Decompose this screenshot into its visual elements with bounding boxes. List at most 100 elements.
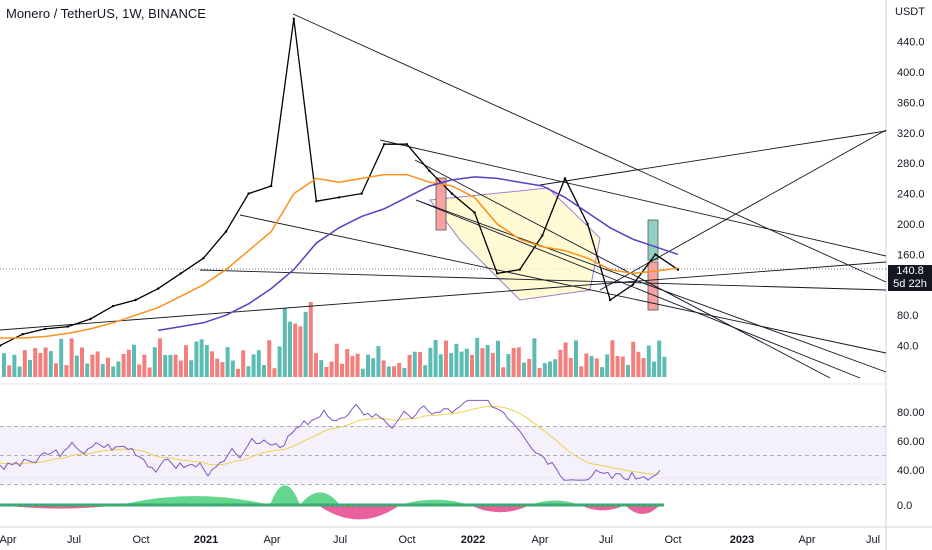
volume-bar <box>485 345 490 377</box>
volume-bar <box>407 354 412 377</box>
oscillator-dot <box>338 503 342 507</box>
volume-bar <box>490 352 495 377</box>
price-point <box>676 268 680 271</box>
volume-bar <box>95 351 100 377</box>
oscillator-dot <box>634 503 639 507</box>
volume-bar <box>381 360 386 377</box>
series-line <box>158 176 679 332</box>
price-point <box>654 253 657 256</box>
volume-bar <box>532 338 537 377</box>
volume-bar <box>423 365 428 377</box>
volume-bar <box>324 366 329 377</box>
time-tick-label: Oct <box>664 534 681 546</box>
volume-bar <box>345 349 350 377</box>
time-tick-label: Jul <box>333 534 347 546</box>
oscillator-dot <box>411 503 415 507</box>
oscillator-dot <box>21 503 25 507</box>
oscillator-dot <box>541 503 545 507</box>
oscillator-dot <box>198 503 202 507</box>
volume-bar <box>579 366 584 377</box>
oscillator-dot <box>281 503 285 507</box>
range-box-down <box>647 261 659 311</box>
oscillator-dot <box>442 503 446 507</box>
price-lines <box>0 17 680 347</box>
time-tick-label: 2021 <box>194 534 218 546</box>
oscillator-dot <box>629 503 633 507</box>
price-point <box>450 192 454 195</box>
volume-bar <box>402 368 407 377</box>
volume-bar <box>615 356 620 377</box>
oscillator-dot <box>120 503 124 507</box>
volume-bar <box>371 358 376 377</box>
volume-bar <box>121 353 126 377</box>
oscillator-dot <box>208 503 212 507</box>
price-axis[interactable]: USDT 440.0 400.0 360.0 320.0 280.0 240.0 200.0 1… <box>895 6 925 512</box>
oscillator-dot <box>88 503 92 507</box>
volume-bar <box>511 347 516 377</box>
oscillator-dot <box>26 503 30 507</box>
oscillator-dot <box>62 503 66 507</box>
volume-bar <box>246 366 251 377</box>
oscillator-dot <box>166 503 170 507</box>
oscillator-area <box>470 505 530 513</box>
volume-bar <box>454 343 459 377</box>
volume-bar <box>22 350 27 377</box>
oscillator-dot <box>57 503 61 507</box>
price-tick-label: 280.0 <box>897 158 925 170</box>
volume-bar <box>329 361 334 377</box>
volume-bar <box>626 364 630 377</box>
volume-bar <box>470 354 474 377</box>
oscillator-dot <box>68 503 72 507</box>
volume-bar <box>506 354 511 377</box>
volume-bar <box>418 352 422 377</box>
oscillator-dot <box>484 503 488 507</box>
time-tick-label: Apr <box>531 534 548 546</box>
trend-line <box>199 269 887 291</box>
price-tick-label: 240.0 <box>897 189 925 201</box>
oscillator-dot <box>317 503 321 507</box>
volume-bar <box>59 338 64 377</box>
trend-line <box>414 159 831 379</box>
oscillator-dot <box>286 503 290 507</box>
oscillator-area <box>318 505 400 520</box>
oscillator-dot <box>192 503 196 507</box>
oscillator-dot <box>47 503 51 507</box>
oscillator-dot <box>0 503 4 507</box>
volume-bar <box>158 338 162 377</box>
volume-bar <box>189 360 194 377</box>
volume-bar <box>220 362 225 377</box>
osc-tick-label: 0.0 <box>897 500 912 512</box>
oscillator-dot <box>494 503 498 507</box>
oscillator-dot <box>447 503 451 507</box>
volume-bar <box>610 340 615 377</box>
oscillator-dot <box>187 503 191 507</box>
oscillator-dot <box>588 503 592 507</box>
price-point <box>609 298 612 302</box>
time-tick-label: Apr <box>263 534 280 546</box>
oscillator-dot <box>255 503 259 507</box>
volume-bar <box>184 345 188 377</box>
price-point <box>337 196 341 199</box>
oscillator-dot <box>426 503 430 507</box>
oscillator-dot <box>234 503 238 507</box>
oscillator-dot <box>567 503 571 507</box>
volume-bar <box>475 337 480 377</box>
volume-bar <box>210 351 214 377</box>
volume-bar <box>314 353 318 377</box>
volume-bar <box>17 366 22 377</box>
volume-bar <box>548 361 552 377</box>
bar-countdown-label: 5d 22h <box>888 278 932 291</box>
volume-bar <box>256 350 261 377</box>
oscillator-dot <box>333 503 337 507</box>
volume-bar <box>48 351 53 377</box>
volume-bar <box>516 347 521 377</box>
price-point <box>111 304 115 308</box>
volume-bar <box>100 364 105 377</box>
price-tick-label: 200.0 <box>897 219 925 231</box>
time-axis[interactable]: Apr Jul Oct 2021 Apr Jul Oct 2022 Apr Jul Oct 2023 A… <box>0 534 880 546</box>
price-point <box>473 211 476 214</box>
oscillator-dot <box>161 503 165 507</box>
volume-bar <box>397 363 402 377</box>
volume-bar <box>360 368 365 377</box>
oscillator-dot <box>416 503 420 507</box>
